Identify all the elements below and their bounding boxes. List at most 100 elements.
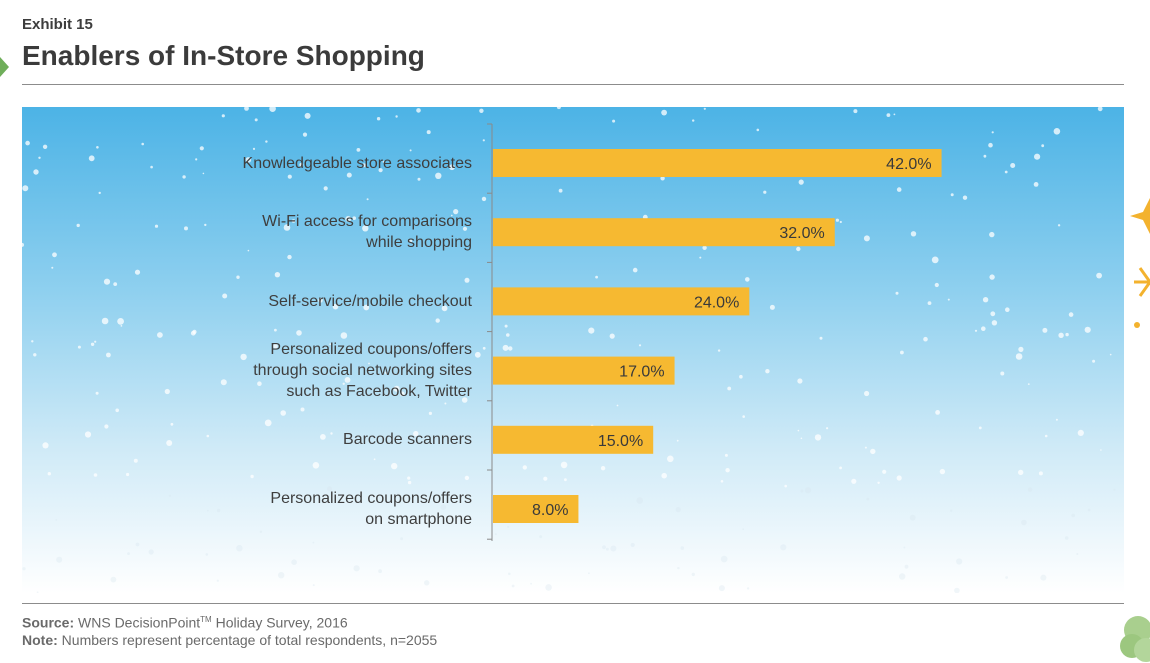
snowflake-dot [269,107,276,112]
category-label: Personalized coupons/offers on smartphon… [270,490,472,528]
snowflake-dot [739,374,743,379]
snowflake-dot [502,344,509,351]
snowflake-dot [222,293,228,299]
snowflake-dot [600,466,606,471]
snowflake-dot [612,119,616,123]
snowflake-dot [52,252,57,258]
snowflake-dot [839,220,842,224]
snowflake-dot [323,186,328,191]
snowflake-dot [991,131,994,134]
snowflake-dot [257,381,262,387]
bottom-divider [22,603,1124,604]
snowflake-dot [395,115,398,118]
snowflake-dot [934,282,939,288]
snowflake-dot [1100,449,1102,451]
snowflake-dot [1068,312,1074,317]
snowflake-dot [236,275,240,279]
snowflake-dot [691,572,695,577]
snowflake-dot [254,118,258,122]
snowflake-dot [727,386,732,391]
snowflake-dot [616,404,619,407]
snowflake-dot [346,172,352,178]
snowflake-dot [33,169,39,175]
snowflake-dot [720,555,728,563]
snowflake-dot [424,580,430,586]
snowflake-dot [207,509,209,512]
snowflake-dot [1033,182,1039,187]
snowflake-dot [245,157,252,163]
snowflake-dot [449,164,455,171]
note-line: Note: Numbers represent percentage of to… [22,632,437,649]
snowflake-dot [877,481,880,484]
snowflake-dot [742,528,744,530]
snowflake-dot [950,509,953,512]
trademark-mark: TM [200,615,212,624]
snowflake-dot [76,223,80,228]
snowflake-dot [244,107,249,111]
snowflake-dot [42,442,49,449]
snowflake-dot [746,587,750,590]
snowflake-dot [718,585,725,592]
snowflake-dot [814,434,822,441]
bar [493,287,750,316]
snowflake-dot [195,158,198,161]
snowflake-dot [1010,163,1016,168]
snowflake-dot [956,558,963,565]
snowflake-dot [558,188,563,193]
snowflake-dot [864,390,870,397]
snowflake-dot [1113,488,1116,491]
snowflake-dot [780,544,787,551]
snowflake-dot [893,113,896,116]
snowflake-dot [202,172,205,175]
snowflake-dot [22,185,29,192]
snowflake-dot [870,448,876,455]
snowflake-dot [77,345,81,349]
star-ornament-icon [1130,198,1150,234]
snowflake-dot [784,484,787,488]
snowflake-dot [435,318,440,323]
snowflake-dot [98,191,101,195]
snowflake-dot [127,552,130,555]
snowflake-dot [378,569,382,574]
snowflake-dot [287,254,292,260]
snowflake-dot [927,301,932,305]
snowflake-dot [441,305,448,312]
snowflake-dot [120,325,123,327]
snowflake-dot [345,216,352,222]
snowflake-dot [22,242,24,247]
snowflake-dot [287,174,292,179]
snowflake-dot [982,297,989,303]
snowflake-dot [352,216,357,220]
snowflake-dot [853,109,858,114]
snowflake-dot [90,342,95,346]
snowflake-dot [983,154,987,158]
snowflake-dot [896,187,902,192]
snowflake-dot [1071,513,1075,518]
snowflake-dot [717,349,721,352]
snowflake-dot [340,332,348,339]
snowflake-dot [725,468,730,473]
bar [493,149,942,177]
snowflake-dot [796,246,801,252]
snowflake-dot [989,231,995,238]
snowflake-dot [1038,471,1043,476]
snowflake-dot [312,462,320,469]
snowflake-dot [804,487,812,494]
snowflake-dot [236,545,243,552]
snowflake-dot [896,475,902,481]
snowflake-dot [839,466,842,470]
snowflake-dot [157,332,163,338]
snowflake-dot [545,584,552,591]
snowflake-dot [947,298,950,301]
snowflake-dot [184,226,188,231]
snowflake-dot [382,160,385,163]
snowflake-dot [329,343,332,345]
snowflake-dot [661,472,667,479]
snowflake-dot [141,142,144,146]
snowflake-dot [1087,508,1091,512]
snowflake-dot [661,109,667,116]
snowflake-dot [1004,170,1008,174]
snowflake-dot [216,508,221,513]
snowflake-dot [724,453,728,457]
snowflake-dot [101,317,109,325]
